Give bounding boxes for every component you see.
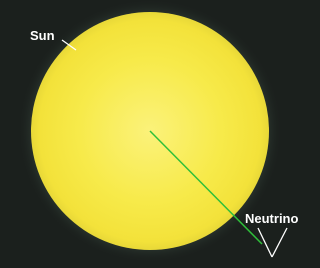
sun-label: Sun [30, 28, 55, 43]
page: Sun Neutrino (() => { const data = JSON.… [0, 0, 320, 268]
neutrino-label: Neutrino [245, 211, 299, 226]
illustration: Sun Neutrino [0, 0, 315, 268]
